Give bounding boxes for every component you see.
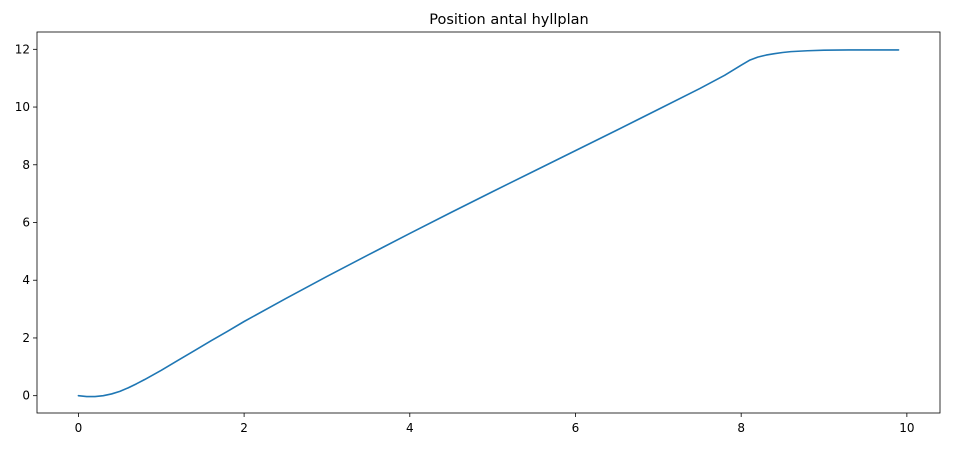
chart-title: Position antal hyllplan (429, 12, 589, 28)
plot-frame (36, 31, 941, 414)
y-tick-label: 6 (22, 216, 30, 230)
x-tick-label: 6 (572, 421, 580, 435)
x-tick-label: 2 (240, 421, 248, 435)
x-tick-label: 10 (899, 421, 914, 435)
y-tick-label: 8 (22, 158, 30, 172)
x-tick-label: 4 (406, 421, 414, 435)
y-tick-label: 2 (22, 331, 30, 345)
x-tick-label: 0 (75, 421, 83, 435)
y-tick-label: 4 (22, 273, 30, 287)
x-tick-label: 8 (737, 421, 745, 435)
y-tick-label: 0 (22, 389, 30, 403)
series-layer (77, 49, 900, 398)
y-tick-label: 12 (15, 42, 30, 56)
series-line-0 (77, 49, 900, 398)
y-tick-label: 10 (15, 100, 30, 114)
axis-ticks: 0 2 4 6 8 10 0 2 4 6 8 10 12 (15, 42, 915, 435)
